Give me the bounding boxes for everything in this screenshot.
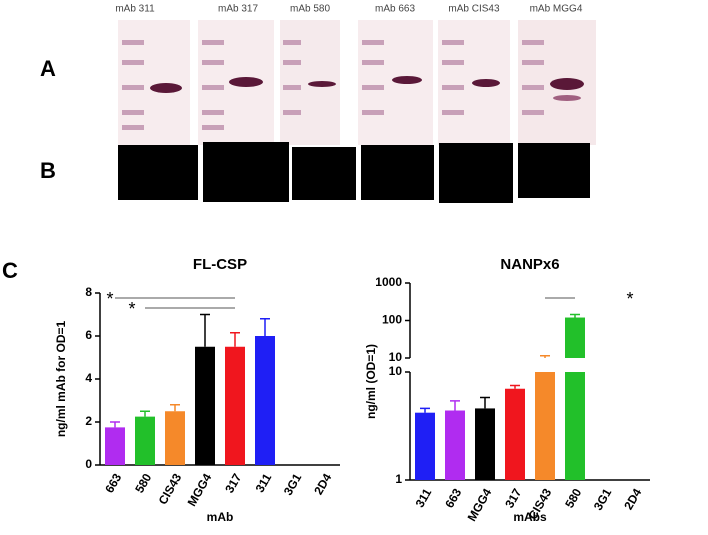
x-axis-label: mAb [207,510,234,524]
x-axis-label: mAbs [513,510,547,524]
blot-label: mAb 311 [115,4,155,15]
x-tick-label: 663 [102,471,124,496]
significance-mark: * [106,289,113,309]
blot-label: mAb 317 [218,4,258,15]
y-tick-label: 10 [389,350,403,364]
bar [475,408,495,480]
bar [255,336,275,465]
x-tick-label: MGG4 [465,486,495,524]
bar [565,372,585,480]
y-tick-label: 6 [85,328,92,342]
bar [415,412,435,480]
x-tick-label: 3G1 [281,471,305,498]
chart-title: FL-CSP [193,256,247,273]
x-tick-label: 2D4 [311,471,334,497]
y-tick-label: 2 [85,414,92,428]
y-tick-label: 0 [85,457,92,471]
x-tick-label: CIS43 [156,471,185,507]
error-bar [230,332,240,347]
x-tick-label: 3G1 [591,486,615,513]
panel-letter: C [2,258,18,283]
x-tick-label: 580 [562,486,584,511]
error-bar [170,404,180,412]
y-tick-label: 10 [389,364,403,378]
x-tick-label: 317 [222,471,244,496]
y-tick-label: 1000 [375,275,402,289]
error-bar [140,410,150,417]
bar [105,427,125,465]
bar [505,388,525,480]
error-bar [200,313,210,347]
x-tick-label: 311 [253,471,275,495]
error-bar [510,384,520,389]
bar [165,411,185,465]
y-axis-label: ng/ml mAb for OD=1 [54,321,68,438]
error-bar [420,407,430,413]
significance-mark: * [128,299,135,319]
x-tick-label: CIS43 [526,486,555,522]
y-tick-label: 8 [85,285,92,299]
blot-label: mAb CIS43 [448,4,500,15]
chart-title: NANPx6 [500,256,559,273]
bar [445,410,465,480]
x-tick-label: MGG4 [185,471,215,509]
y-tick-label: 4 [85,371,92,385]
x-tick-label: 317 [502,486,524,511]
x-tick-label: 663 [442,486,464,511]
error-bar [450,400,460,411]
y-axis-label: ng/ml (OD=1) [364,344,378,419]
error-bar [260,318,270,336]
x-tick-label: 580 [132,471,154,496]
panel-letter: B [40,158,56,183]
blot-panel-a [118,20,596,145]
significance-mark: * [626,289,633,309]
y-tick-label: 1 [395,472,402,486]
bar [195,346,215,465]
x-tick-label: 311 [413,486,435,510]
blot-label: mAb 580 [290,4,330,15]
error-bar [110,421,120,428]
blot-label: mAb MGG4 [530,4,583,15]
panel-letter: A [40,56,56,81]
bar [535,372,555,480]
blot-panel-b [118,142,590,203]
bar [225,346,245,465]
error-bar [570,313,580,358]
error-bar [480,396,490,409]
y-tick-label: 100 [382,313,402,327]
bar [135,416,155,465]
blot-label: mAb 663 [375,4,415,15]
error-bar [540,354,550,358]
x-tick-label: 2D4 [621,486,644,512]
